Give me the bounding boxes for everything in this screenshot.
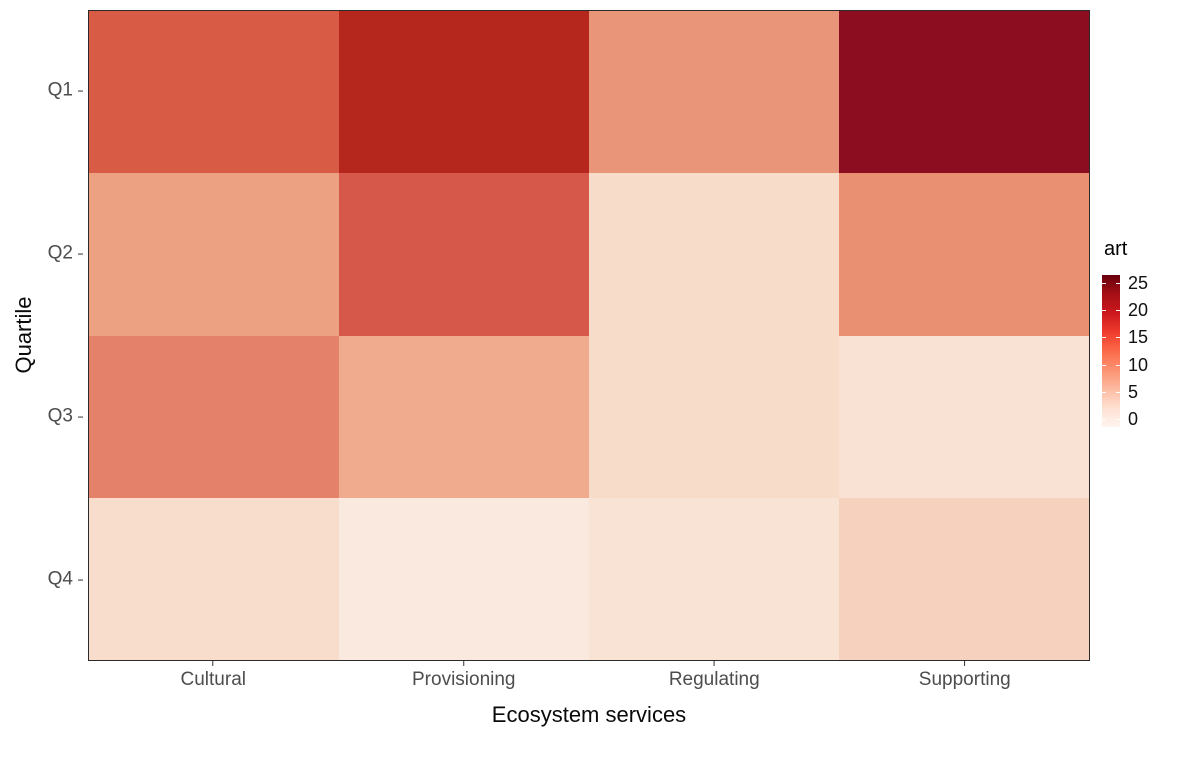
x-tick-label: Supporting — [918, 669, 1011, 690]
y-tick-mark — [78, 416, 83, 418]
y-tick-label: Q4 — [47, 568, 73, 590]
y-axis-title: Quartile — [11, 296, 36, 374]
x-tick-mark — [463, 661, 465, 666]
legend-tick-label-25: 25 — [1128, 273, 1149, 293]
heatmap-cell-q2-supporting — [839, 173, 1089, 336]
legend-colorbar-wrap: 25 20 15 10 5 0 — [1102, 273, 1197, 429]
y-axis: Q1 Q2 Q3 Q4 — [0, 10, 83, 661]
heatmap-cell-q4-provisioning — [339, 497, 589, 660]
legend-tick-mark — [1116, 419, 1120, 420]
heatmap-cell-q1-cultural — [89, 11, 339, 174]
x-tick-mark — [964, 661, 966, 666]
y-tick-q4: Q4 — [47, 568, 83, 590]
heatmap-cell-q3-regulating — [589, 335, 839, 498]
heatmap-cell-q4-cultural — [89, 497, 339, 660]
y-tick-q1: Q1 — [47, 79, 83, 102]
x-axis: Cultural Provisioning Regulating Supporting — [88, 661, 1090, 705]
x-tick-label: Regulating — [668, 669, 760, 690]
legend-tick-label-5: 5 — [1128, 381, 1139, 402]
heatmap-cell-q3-supporting — [839, 335, 1089, 498]
legend-tick-mark — [1116, 337, 1120, 339]
legend-title: art — [1104, 238, 1128, 260]
y-tick-q2: Q2 — [47, 242, 83, 265]
legend-tick-label-10: 10 — [1128, 354, 1149, 375]
x-tick-regulating: Regulating — [669, 661, 760, 691]
legend-tick-mark — [1102, 419, 1106, 420]
heatmap-cell-q2-provisioning — [339, 173, 589, 336]
legend-colorbar — [1102, 275, 1120, 427]
y-tick-label: Q1 — [47, 79, 73, 101]
x-tick-supporting: Supporting — [919, 661, 1011, 691]
y-tick-q3: Q3 — [48, 406, 83, 427]
legend-tick-mark — [1116, 364, 1120, 366]
legend-tick-mark — [1116, 310, 1120, 312]
legend-tick-mark — [1116, 283, 1120, 284]
heatmap-cell-q3-cultural — [89, 335, 339, 498]
x-tick-label: Cultural — [180, 669, 246, 690]
y-tick-mark — [78, 253, 83, 255]
heatmap-cell-q2-regulating — [589, 173, 839, 336]
y-tick-mark — [78, 90, 83, 92]
legend-tick-label-20: 20 — [1128, 300, 1149, 321]
heatmap-cell-q1-provisioning — [339, 11, 589, 174]
x-tick-provisioning: Provisioning — [412, 661, 516, 691]
y-tick-label: Q3 — [47, 405, 73, 427]
legend-tick-mark — [1102, 364, 1106, 366]
heatmap-cell-q4-regulating — [589, 497, 839, 660]
legend: art 25 20 15 10 5 0 — [1102, 238, 1197, 429]
legend-tick-mark — [1116, 391, 1120, 393]
heatmap-cell-q3-provisioning — [339, 335, 589, 498]
y-tick-mark — [78, 579, 83, 581]
x-tick-cultural: Cultural — [181, 661, 246, 691]
x-tick-mark — [212, 661, 214, 666]
heatmap-cell-q1-regulating — [589, 11, 839, 174]
legend-tick-label-15: 15 — [1128, 327, 1149, 348]
x-tick-mark — [713, 661, 715, 666]
legend-tick-mark — [1102, 337, 1106, 339]
heatmap-cell-q2-cultural — [89, 173, 339, 336]
legend-tick-mark — [1102, 391, 1106, 393]
legend-tick-mark — [1102, 310, 1106, 312]
heatmap-cell-q1-supporting — [839, 11, 1089, 174]
heatmap-grid — [88, 10, 1090, 661]
x-axis-title: Ecosystem services — [491, 702, 687, 727]
heatmap-cell-q4-supporting — [839, 497, 1089, 660]
x-tick-label: Provisioning — [412, 669, 516, 690]
y-tick-label: Q2 — [47, 242, 73, 264]
legend-tick-mark — [1102, 283, 1106, 284]
legend-tick-label-0: 0 — [1128, 409, 1139, 429]
